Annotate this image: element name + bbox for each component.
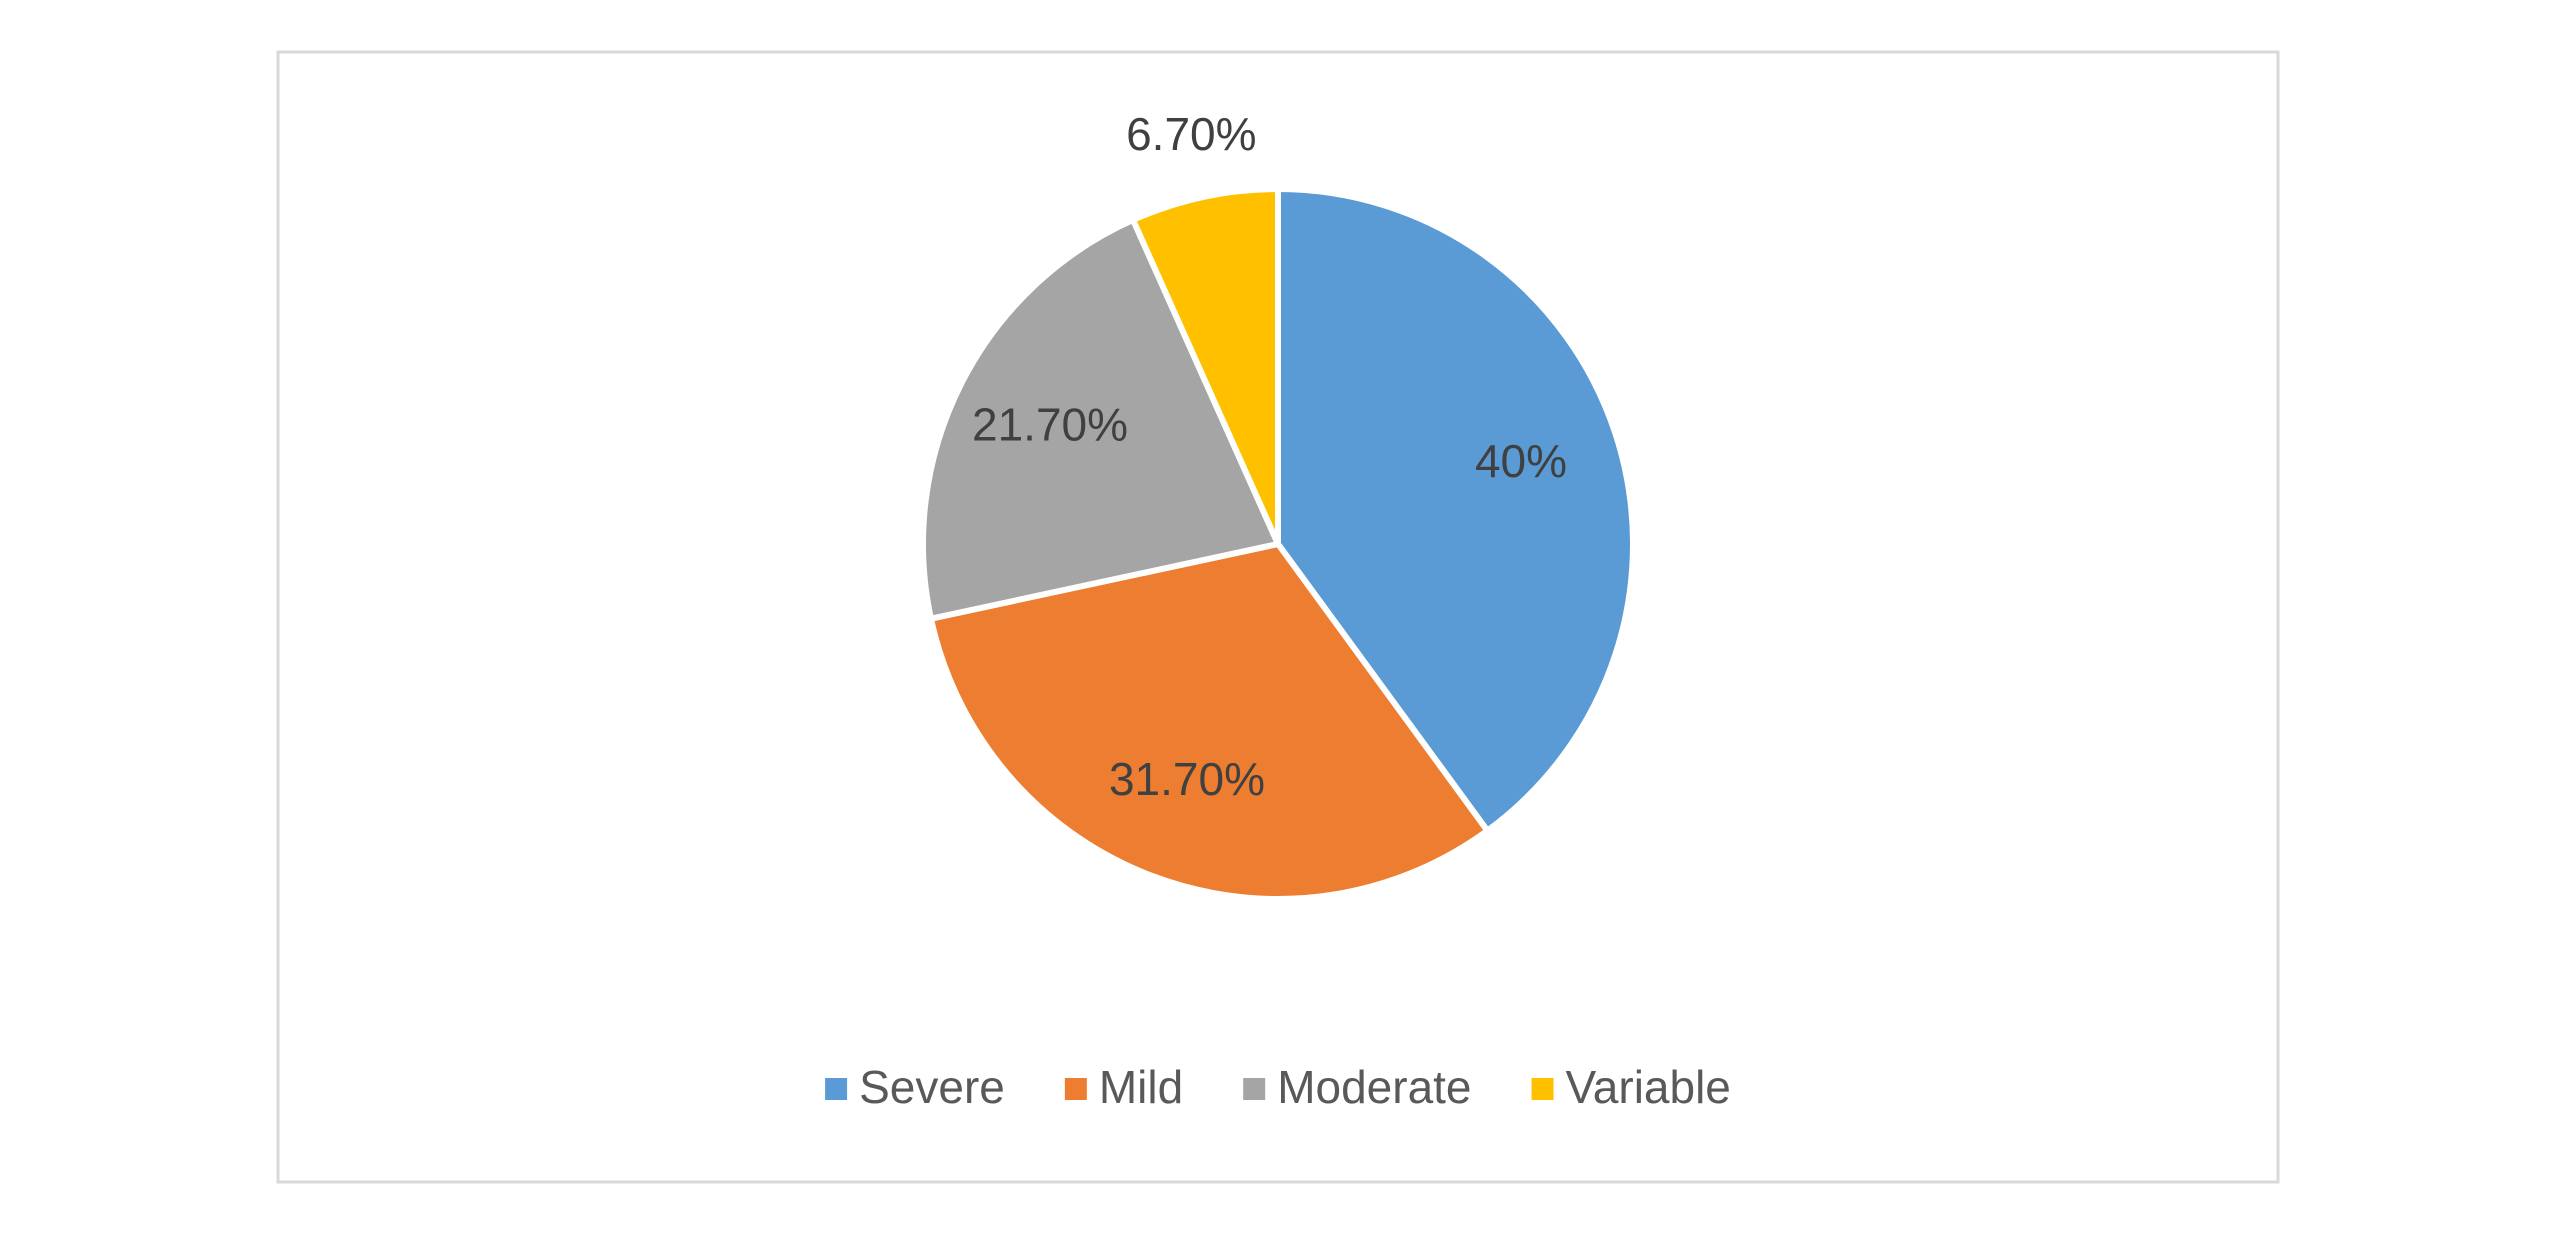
- legend-label: Variable: [1566, 1061, 1731, 1113]
- pie-slice: [1130, 186, 1281, 547]
- legend-marker: [1064, 1078, 1087, 1100]
- data-label: 6.70%: [1126, 108, 1256, 160]
- legend-label: Severe: [859, 1061, 1005, 1113]
- legend-marker: [1243, 1078, 1266, 1100]
- data-label: 21.70%: [972, 399, 1128, 451]
- pie-slice: [927, 541, 1491, 902]
- legend-marker: [1531, 1078, 1554, 1100]
- data-label: 31.70%: [1109, 753, 1265, 805]
- legend-label: Mild: [1099, 1061, 1183, 1113]
- legend-label: Moderate: [1277, 1061, 1471, 1113]
- data-label: 40%: [1475, 435, 1567, 487]
- pie-slice: [1275, 186, 1636, 834]
- pie-slice: [920, 216, 1281, 622]
- legend-marker: [825, 1078, 848, 1100]
